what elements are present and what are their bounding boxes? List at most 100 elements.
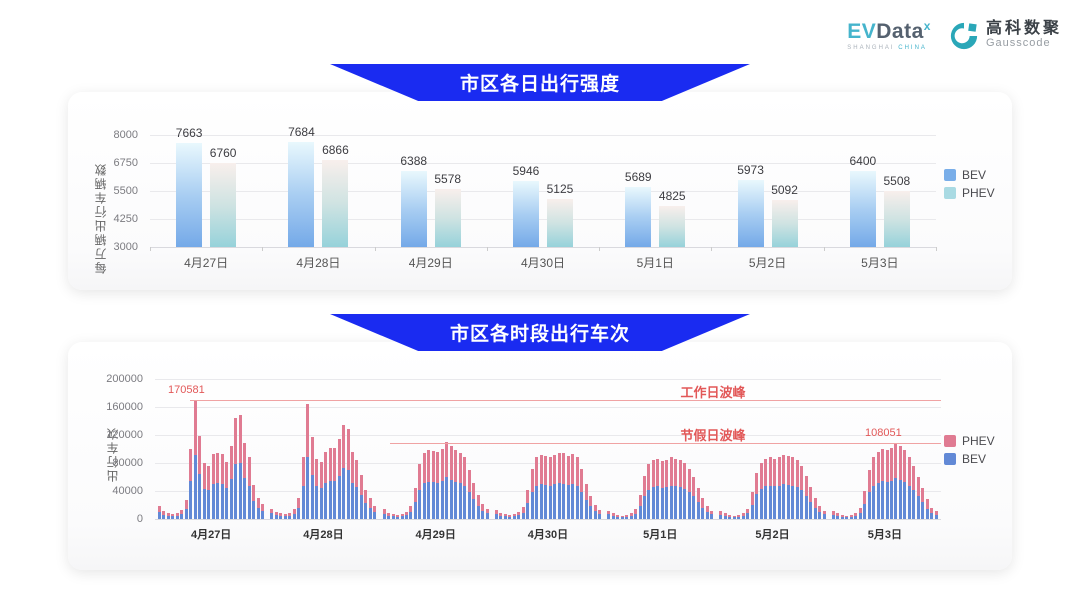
chart1-x-tickmark (486, 247, 488, 251)
bev-bar (625, 186, 652, 247)
bev-segment (207, 490, 211, 519)
chart2-day-5月1日 (604, 379, 716, 519)
phev-segment (889, 447, 893, 481)
phev-segment (912, 465, 916, 491)
phev-segment (907, 457, 911, 486)
chart1-group-5月2日: 5973 5092 (711, 135, 823, 247)
phev-segment (184, 500, 188, 509)
bev-segment (885, 481, 889, 519)
holiday-peak-value: 108051 (865, 427, 902, 440)
stacked-bar (252, 485, 256, 519)
chart1-y-tick-3000: 3000 (113, 241, 138, 253)
phev-segment (840, 514, 844, 517)
phev-segment (211, 453, 215, 484)
stacked-bar (171, 514, 175, 519)
bev-segment (831, 514, 835, 519)
bev-segment (346, 470, 350, 519)
chart1-pair-5月2日: 5973 5092 (711, 135, 823, 247)
stacked-bar (508, 514, 512, 519)
bev-segment (746, 513, 750, 519)
stacked-bar (840, 514, 844, 519)
phev-segment (279, 513, 283, 516)
stacked-bar (297, 498, 301, 519)
chart1-bev-barwrap: 6388 (400, 135, 427, 247)
phev-segment (472, 482, 476, 500)
stacked-bar (292, 509, 296, 519)
bev-segment (396, 516, 400, 519)
legend-item-phev[interactable]: PHEV (944, 434, 995, 448)
chart1-bev-barwrap: 7663 (176, 126, 202, 247)
stacked-bar (544, 456, 548, 519)
chart1-gridline-8000 (150, 135, 936, 136)
phev-segment (809, 486, 813, 502)
bev-segment (755, 494, 759, 519)
chart1-group-5月1日: 5689 4825 (599, 135, 711, 247)
stacked-bar (656, 458, 660, 519)
phev-segment (396, 514, 400, 517)
phev-segment (476, 494, 480, 506)
bev-segment (584, 500, 588, 519)
header-logos: EVDatax SHANGHAI CHINA 高科数聚 Gausscode (847, 20, 1062, 51)
phev-bar (659, 206, 686, 247)
bev-segment (216, 482, 220, 519)
bev-segment (310, 474, 314, 519)
stacked-bar (440, 449, 444, 519)
phev-segment (440, 449, 444, 482)
phev-segment (539, 454, 543, 485)
chart1-pair-4月29日: 6388 5578 (375, 135, 487, 247)
bev-value-label: 7684 (288, 125, 315, 140)
stacked-bar (589, 495, 593, 519)
stacked-bar (346, 428, 350, 519)
bev-bar (400, 171, 427, 247)
phev-segment (755, 472, 759, 495)
stacked-bar (858, 507, 862, 519)
stacked-bar (669, 457, 673, 519)
chart1-x-tickmark (262, 247, 264, 251)
bev-segment (728, 516, 732, 519)
chart1-pair-4月27日: 7663 6760 (150, 126, 262, 247)
phev-segment (732, 515, 736, 518)
stacked-bar (526, 489, 530, 519)
stacked-bar (746, 508, 750, 519)
stacked-bar (387, 512, 391, 519)
phev-value-label: 5508 (883, 173, 911, 188)
phev-segment (418, 464, 422, 490)
bev-segment (786, 485, 790, 519)
chart1-phev-barwrap: 5508 (883, 135, 910, 247)
legend-item-bev[interactable]: BEV (944, 168, 995, 182)
chart1-x-label-4月29日: 4月29日 (408, 256, 453, 270)
stacked-bar (750, 492, 754, 519)
stacked-bar (189, 449, 193, 519)
phev-segment (786, 456, 790, 486)
bev-segment (544, 485, 548, 519)
bev-segment (696, 501, 700, 519)
phev-segment (777, 457, 781, 486)
evdata-wordmark: EVDatax (847, 20, 931, 42)
chart1-group-4月27日: 7663 6760 (150, 126, 262, 247)
stacked-bar (804, 475, 808, 519)
phev-segment (773, 458, 777, 487)
bev-segment (669, 485, 673, 519)
chart1-gridline-6750 (150, 163, 936, 164)
phev-segment (562, 453, 566, 484)
legend-label-phev: PHEV (962, 186, 995, 200)
chart1-gridline-4250 (150, 219, 936, 220)
phev-segment (319, 461, 323, 488)
phev-segment (508, 514, 512, 517)
stacked-bar (319, 461, 323, 519)
bev-segment (400, 516, 404, 519)
legend-item-phev[interactable]: PHEV (944, 186, 995, 200)
phev-segment (216, 452, 220, 483)
chart1-gridline-3000 (150, 247, 936, 248)
stacked-bar (813, 498, 817, 519)
bev-segment (467, 492, 471, 519)
stacked-bar (342, 425, 346, 519)
daily-intensity-card: 每万辆出行车辆数 3000 4250 5500 6750 8000 7663 6760 76… (68, 92, 1012, 290)
bev-segment (220, 484, 224, 519)
phev-segment (629, 513, 633, 516)
stacked-bar (643, 475, 646, 519)
chart1-x-tickmark (150, 247, 151, 251)
bev-segment (683, 488, 687, 519)
legend-item-bev[interactable]: BEV (944, 452, 995, 466)
phev-segment (746, 508, 750, 514)
